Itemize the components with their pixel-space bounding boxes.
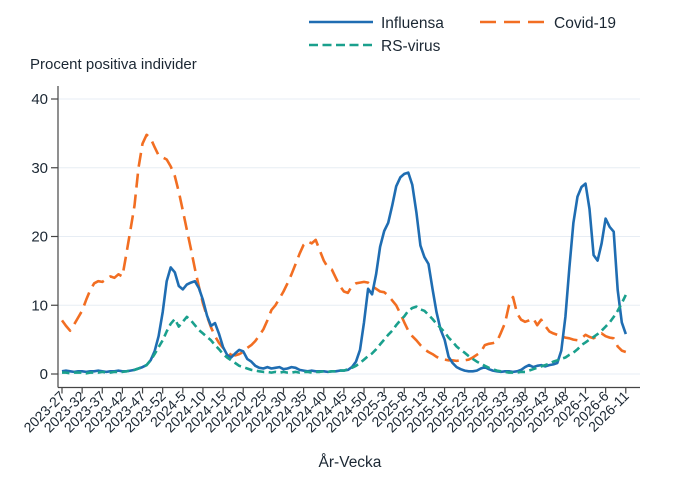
plot-area: 0102030402023-272023-322023-372023-42202… <box>20 86 640 435</box>
legend-label-rs-virus: RS-virus <box>381 38 441 55</box>
x-axis-title: År-Vecka <box>319 454 382 471</box>
legend-label-covid: Covid-19 <box>554 15 616 32</box>
legend: Influensa Covid-19 RS-virus <box>309 15 616 55</box>
y-tick-label: 20 <box>31 229 48 246</box>
line-rs-virus <box>62 294 627 375</box>
y-tick-label: 0 <box>40 366 48 383</box>
line-influensa <box>61 171 628 374</box>
y-axis-title: Procent positiva individer <box>30 56 197 73</box>
legend-label-influensa: Influensa <box>381 15 444 32</box>
y-tick-label: 10 <box>31 297 48 314</box>
y-tick-label: 40 <box>31 91 48 108</box>
y-tick-label: 30 <box>31 160 48 177</box>
line-covid-19 <box>60 133 627 363</box>
